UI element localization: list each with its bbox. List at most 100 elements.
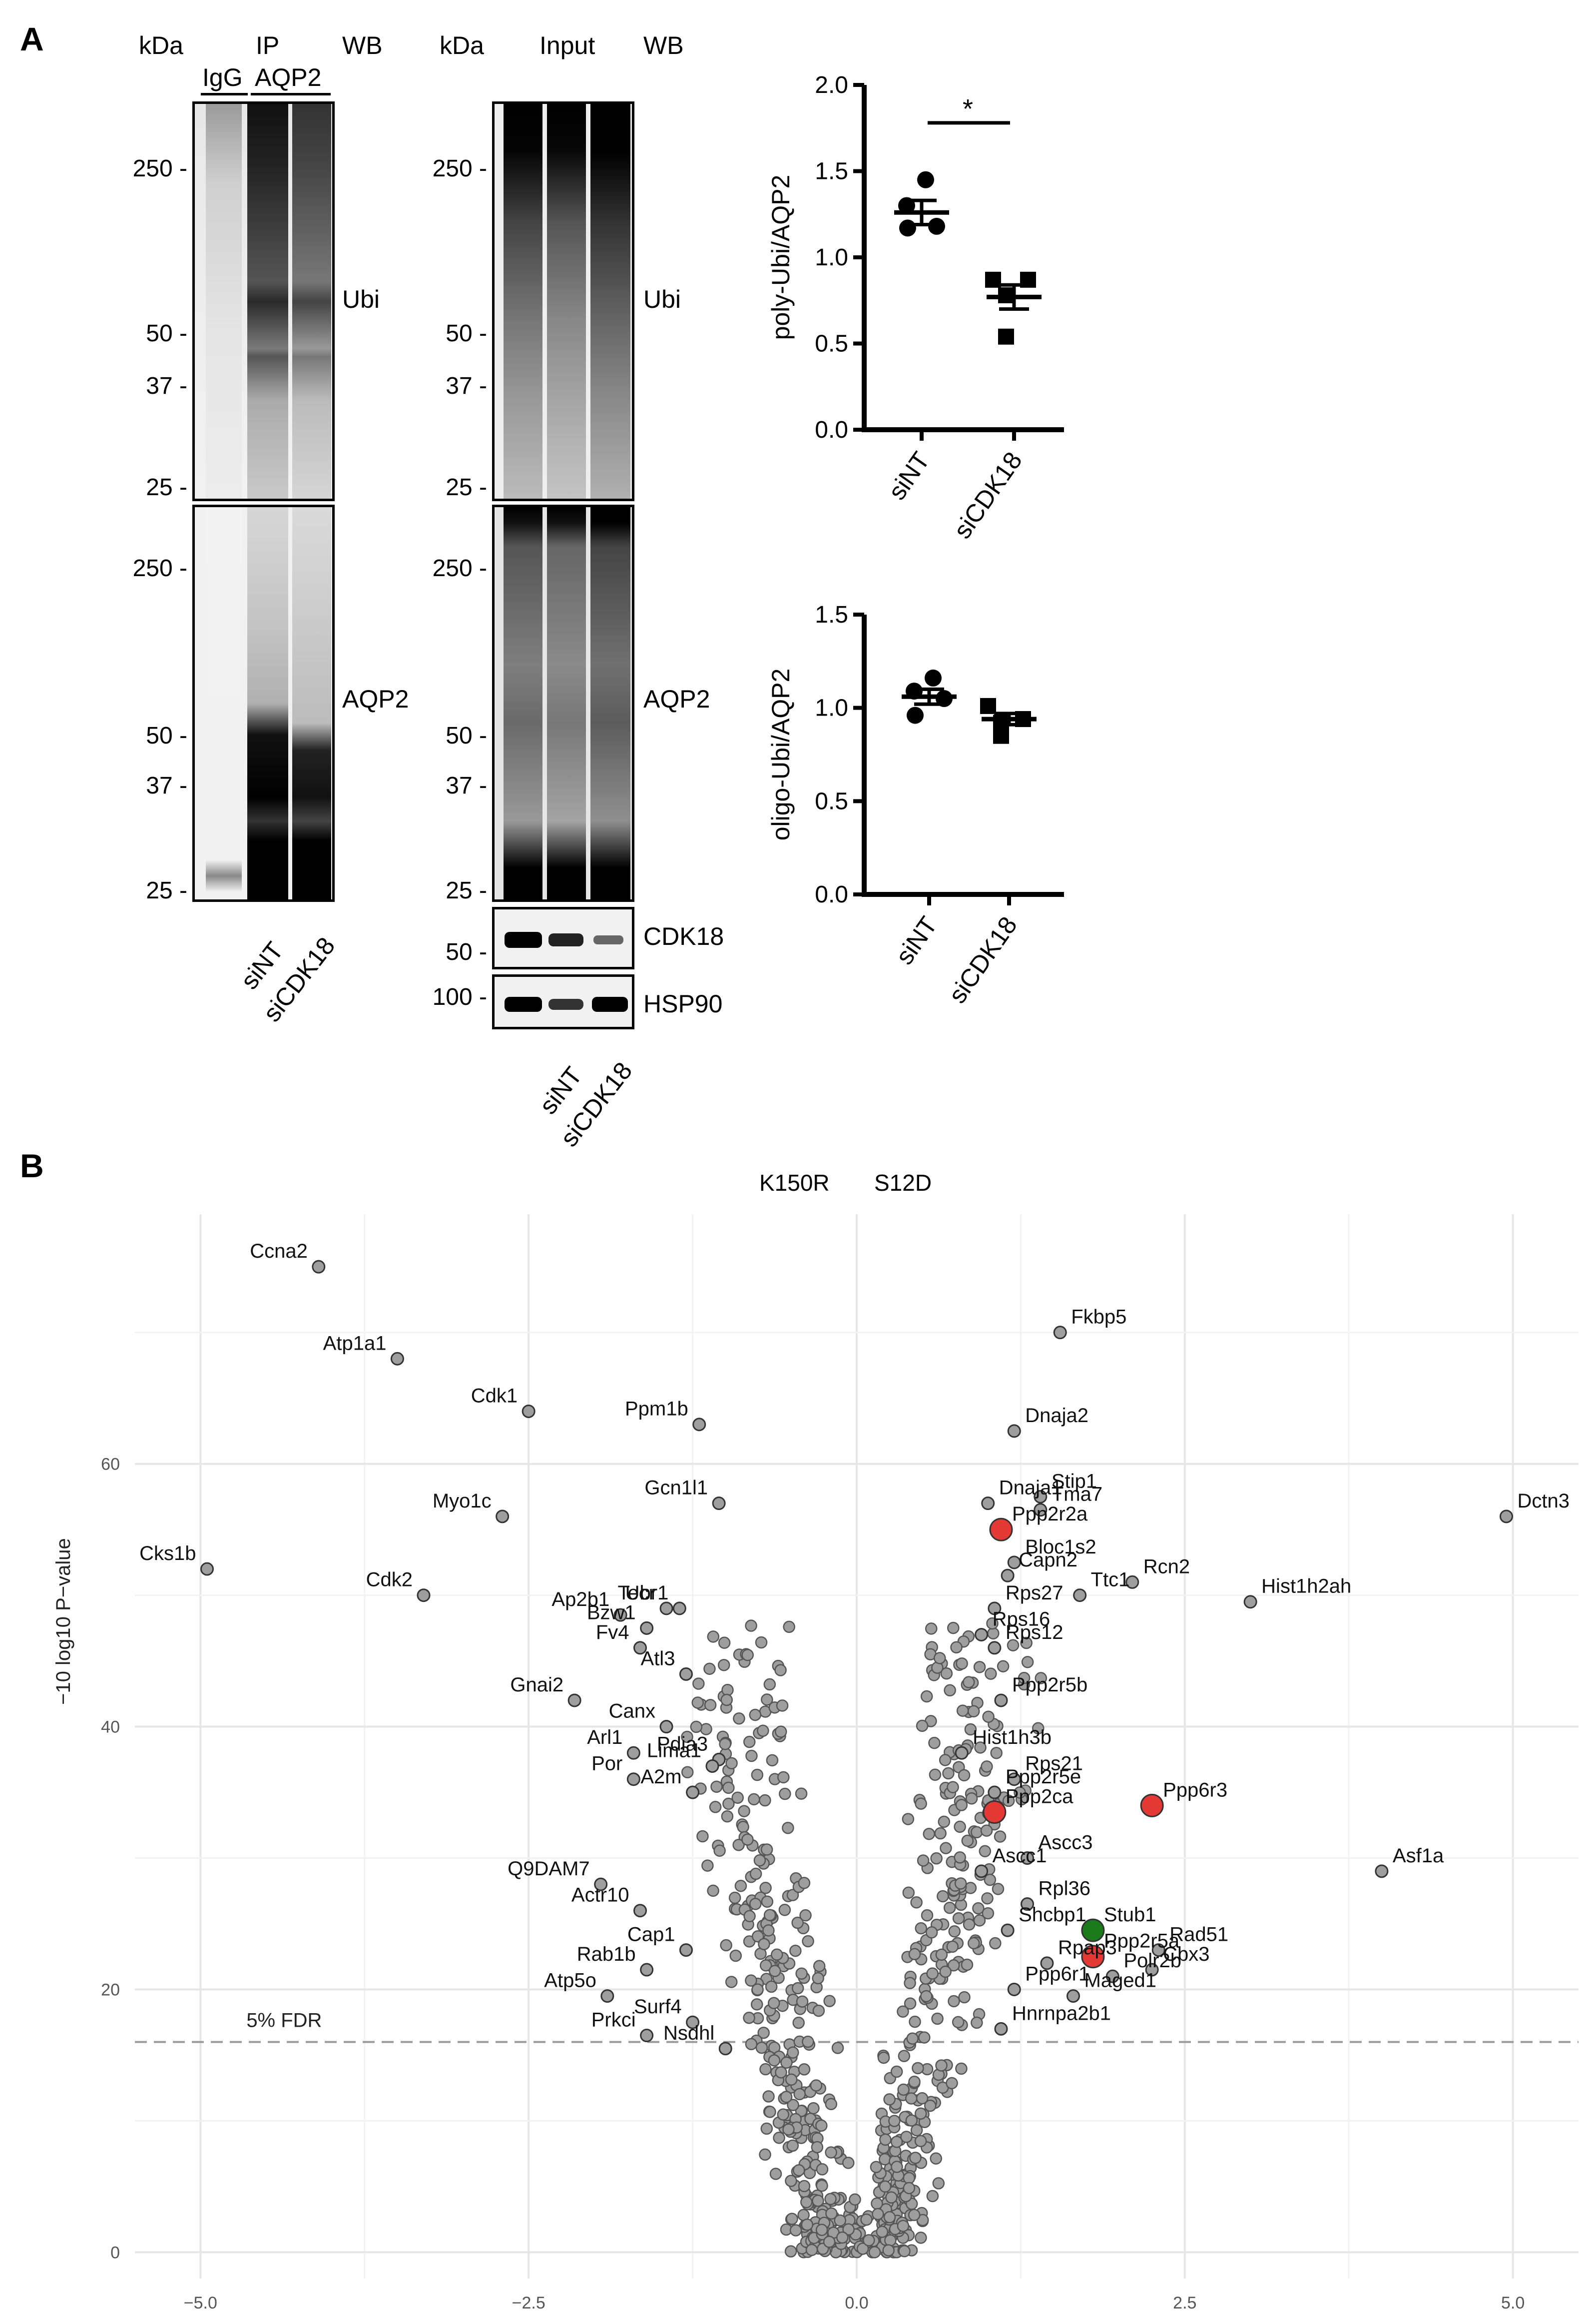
data-point [751,1768,764,1781]
data-point [920,1990,933,2003]
point-label: Hist1h2ah [1261,1575,1351,1597]
point-label: Rpl36 [1039,1878,1091,1900]
point-label: Polr2b [1123,1950,1181,1972]
data-point [958,1991,971,2004]
ip-ubi-lane-sicdk18 [292,104,331,499]
point-label: Ppm1b [625,1398,688,1420]
labeled-point [312,1260,326,1274]
data-point [898,2050,911,2062]
data-point [707,1630,720,1643]
labeled-point [1140,1793,1164,1817]
labeled-point [1066,1989,1080,2003]
data-point [890,2136,903,2148]
labeled-point [1040,1956,1054,1970]
y-tick-label: 0.0 [815,881,848,908]
y-tick-label: 0 [110,2243,120,2262]
point-label: Bzw1 [587,1601,636,1623]
data-point [971,2016,983,2029]
data-point [925,1622,938,1635]
data-point [868,2246,881,2259]
point-label: Ppp2ca [1006,1785,1073,1807]
point-label: Rps27 [1006,1582,1064,1604]
data-point [759,2063,772,2076]
data-point [810,2079,823,2092]
data-point [791,1916,804,1929]
data-point [946,1940,959,1953]
input-wb-label: WB [643,31,684,59]
data-point [703,1662,716,1675]
point-label: Cbx3 [1163,1943,1209,1965]
data-point [762,2090,775,2103]
hsp90-band-1 [505,997,542,1012]
data-point [914,2135,927,2148]
data-point [691,1696,704,1709]
data-point [842,2157,855,2169]
data-point [888,2115,901,2127]
data-point [771,1948,783,1961]
data-point [942,1767,955,1780]
x-tick-label: siNT [883,447,935,505]
data-point [917,171,934,188]
data-point [908,2209,921,2221]
labeled-point [679,1667,693,1681]
data-point [946,2077,958,2090]
y-axis-label: poly-Ubi/AQP2 [767,175,795,340]
point-label: Shcbp1 [1019,1904,1086,1926]
input-label: Input [539,31,595,59]
data-point [897,2005,909,2018]
ip-ubi-lane-igg [206,104,242,499]
ip-ubi-marker-250: 250 - [132,155,187,182]
point-label: Rps16 [993,1608,1051,1630]
data-point [982,1907,995,1920]
labeled-point [1007,1555,1021,1569]
input-ubi-marker-250: 250 - [432,155,487,182]
data-point [907,707,924,724]
y-tick-label: 40 [101,1718,120,1737]
data-point [778,1904,791,1916]
data-point [1032,1722,1045,1735]
data-point [956,1704,969,1717]
data-point [870,2161,883,2174]
input-aqp2-marker-50: 50 - [446,723,487,749]
point-label: Dctn3 [1518,1490,1570,1512]
data-point [784,2245,797,2258]
data-point [903,2182,916,2195]
data-point [701,1859,714,1872]
labeled-point [1007,1982,1021,1996]
data-point [917,1854,930,1867]
data-point [947,1621,960,1634]
data-point [759,1882,772,1894]
input-ubi-lane-1 [504,104,542,499]
data-point [948,1925,961,1938]
data-point [749,1708,762,1721]
data-point [812,1972,824,1985]
data-point [777,1771,790,1784]
data-point [879,2153,891,2166]
data-point [860,2213,873,2226]
data-point [823,1995,836,2007]
y-axis-label: −10 log10 P−value [52,1538,74,1705]
point-label: Rps21 [1025,1753,1083,1775]
data-point [909,2015,921,2028]
input-cdk18-label: CDK18 [643,922,724,950]
data-point [789,1944,802,1957]
point-label: Dnaja2 [1025,1405,1088,1427]
labeled-point [633,1641,647,1655]
input-kda-label: kDa [440,31,484,59]
labeled-point [1145,1963,1159,1977]
data-point [952,2016,965,2029]
y-tick-label: 20 [101,1980,120,1999]
data-point [731,1791,744,1804]
data-point [908,1948,921,1960]
data-point [990,1746,1003,1759]
data-point [955,2062,968,2075]
y-tick-label: 0.0 [815,417,848,443]
data-point [774,1664,787,1676]
labeled-point [1081,1918,1105,1942]
data-point [906,2032,919,2045]
data-point [954,1877,967,1890]
data-point [696,1830,709,1843]
data-point [980,698,996,714]
point-label: Dnaja1 [999,1477,1063,1499]
data-point [815,2119,828,2132]
